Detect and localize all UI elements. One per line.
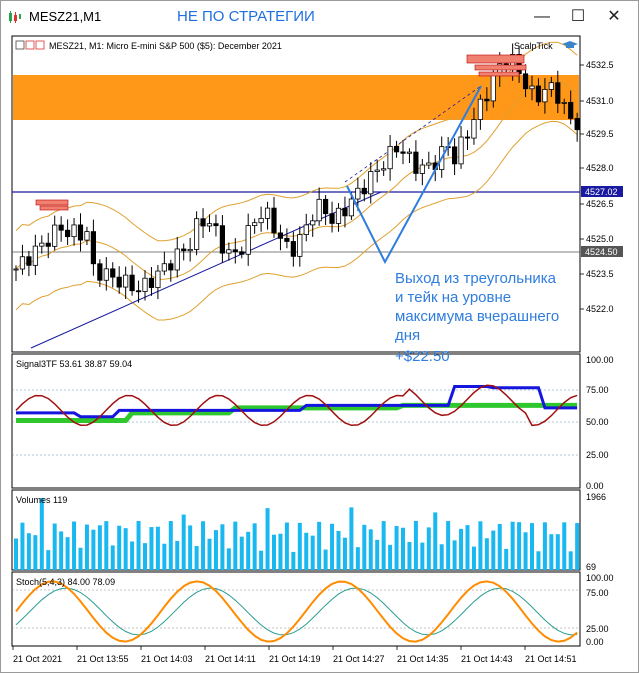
price-axis-label: 4532.5: [586, 60, 614, 70]
time-axis-label: 21 Oct 13:55: [77, 654, 129, 664]
volume-axis-max: 1966: [586, 492, 606, 502]
annotation-line-2: и тейк на уровне: [395, 289, 512, 306]
annotation-line-1: Выход из треугольника: [395, 270, 556, 287]
bollinger-upper: [15, 41, 578, 242]
supply-box-left-2[interactable]: [39, 205, 69, 211]
stoch-axis-100: 100.00: [586, 573, 614, 583]
price-axis-label: 4531.0: [586, 96, 614, 106]
price-axis-label: 4528.0: [586, 163, 614, 173]
resistance-zone[interactable]: [13, 75, 579, 120]
signal-axis-label: 50.00: [586, 417, 609, 427]
time-axis-label: 21 Oct 14:35: [397, 654, 449, 664]
price-tag-grey: [581, 246, 623, 257]
symbol-icon: [15, 40, 45, 50]
signal-axis-label: 0.00: [586, 481, 604, 491]
time-axis-label: 21 Oct 14:03: [141, 654, 193, 664]
annotation-line-5: +$22.50: [395, 348, 450, 365]
symbol-header: MESZ21, M1: Micro E-mini S&P 500 ($5): D…: [49, 41, 282, 51]
signal-red-line: [15, 384, 578, 427]
trade-annotation: Выход из треугольника и тейк на уровне м…: [395, 269, 575, 366]
price-tag-blue-text: 4527.02: [585, 187, 618, 197]
supply-box-top-2[interactable]: [474, 64, 527, 71]
maximize-button[interactable]: ☐: [570, 8, 586, 25]
time-axis-label: 21 Oct 14:27: [333, 654, 385, 664]
signal-axis-label: 100.00: [586, 355, 614, 365]
time-axis-label: 21 Oct 14:51: [525, 654, 577, 664]
supply-box-top-3[interactable]: [478, 71, 520, 77]
supply-box-top[interactable]: [466, 54, 525, 64]
window-title: MESZ21,M1: [29, 9, 102, 24]
volume-bars: [14, 498, 580, 570]
stoch-label: Stoch(5,4,3) 84.00 78.09: [16, 577, 115, 587]
time-axis-label: 21 Oct 14:11: [205, 654, 256, 664]
minimize-button[interactable]: —: [534, 8, 550, 25]
bollinger-middle: [15, 80, 578, 280]
price-tag-grey-text: 4524.50: [585, 247, 618, 257]
chart-area[interactable]: MESZ21, M1: Micro E-mini S&P 500 ($5): D…: [9, 34, 632, 668]
price-axis-label: 4522.0: [586, 304, 614, 314]
signal-label: Signal3TF 53.61 38.87 59.04: [16, 359, 132, 369]
volume-axis-min: 69: [586, 562, 596, 572]
supply-box-left[interactable]: [35, 199, 69, 206]
time-axis[interactable]: 21 Oct 2021 21 Oct 13:55 21 Oct 14:03 21 Oc…: [12, 646, 577, 664]
signal-axis-label: 25.00: [586, 450, 609, 460]
chart-canvas[interactable]: MESZ21, M1: Micro E-mini S&P 500 ($5): D…: [9, 34, 632, 668]
stoch-signal-line: [15, 587, 578, 636]
support-trendline[interactable]: [30, 191, 382, 349]
annotation-line-4: дня: [395, 327, 421, 344]
price-tag-blue: [581, 186, 623, 197]
annotation-line-3: максимума вчерашнего: [395, 308, 560, 325]
stoch-axis-0: 0.00: [586, 637, 604, 647]
price-axis-label: 4525.0: [586, 234, 614, 244]
time-axis-label: 21 Oct 2021: [13, 654, 62, 664]
stoch-axis-25: 25.00: [586, 624, 609, 634]
bollinger-lower: [15, 120, 578, 321]
price-axis-label: 4526.5: [586, 199, 614, 209]
close-button[interactable]: ✕: [607, 8, 621, 25]
time-axis-label: 21 Oct 14:43: [461, 654, 513, 664]
dashed-trendline[interactable]: [344, 85, 482, 183]
price-axis-label: 4529.5: [586, 129, 614, 139]
title-bar[interactable]: MESZ21,M1 НЕ ПО СТРАТЕГИИ — ☐ ✕: [1, 1, 638, 33]
stoch-axis-75: 75.00: [586, 588, 609, 598]
price-axis-label: 4523.5: [586, 269, 614, 279]
trade-path-arrow: [346, 85, 482, 265]
volume-label: Volumes 119: [16, 495, 67, 505]
indicator-label: ScalpTick: [514, 41, 553, 51]
price-axis[interactable]: 4532.5 4531.0 4529.5 4528.0 4526.5 4525.0 4523…: [586, 60, 614, 314]
time-axis-label: 21 Oct 14:19: [269, 654, 321, 664]
graduation-cap-icon: [562, 41, 578, 48]
chart-comment: НЕ ПО СТРАТЕГИИ: [177, 8, 315, 25]
signal-axis-label: 75.00: [586, 385, 609, 395]
chart-icon: [9, 11, 21, 23]
stoch-main-line: [15, 580, 578, 643]
signal-green-line: [16, 402, 578, 423]
signal-axis: 100.00 75.00 50.00 25.00 0.00: [586, 355, 614, 491]
